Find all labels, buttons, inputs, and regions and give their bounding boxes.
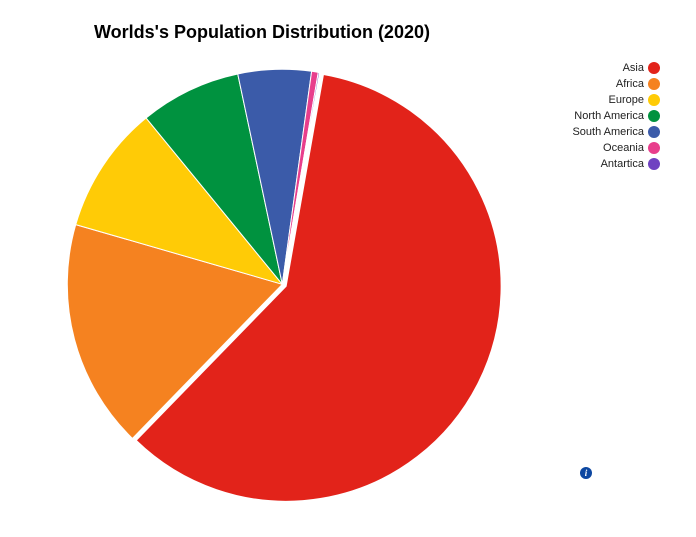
legend-label: Asia: [623, 60, 644, 76]
legend-swatch: [648, 62, 660, 74]
legend-label: Africa: [616, 76, 644, 92]
legend-item[interactable]: Asia: [572, 60, 660, 76]
chart-container: Worlds's Population Distribution (2020) …: [0, 0, 696, 537]
legend-label: North America: [574, 108, 644, 124]
legend-item[interactable]: Africa: [572, 76, 660, 92]
legend-swatch: [648, 94, 660, 106]
legend-swatch: [648, 158, 660, 170]
pie-chart: [60, 62, 505, 512]
chart-title: Worlds's Population Distribution (2020): [94, 22, 430, 43]
legend: AsiaAfricaEuropeNorth AmericaSouth Ameri…: [572, 60, 660, 172]
legend-label: Oceania: [603, 140, 644, 156]
legend-item[interactable]: Europe: [572, 92, 660, 108]
legend-label: Europe: [609, 92, 644, 108]
legend-item[interactable]: Antartica: [572, 156, 660, 172]
legend-item[interactable]: Oceania: [572, 140, 660, 156]
legend-item[interactable]: North America: [572, 108, 660, 124]
legend-swatch: [648, 110, 660, 122]
info-icon[interactable]: i: [580, 467, 592, 479]
legend-swatch: [648, 126, 660, 138]
legend-label: South America: [572, 124, 644, 140]
legend-label: Antartica: [601, 156, 644, 172]
legend-swatch: [648, 78, 660, 90]
pie-svg: [60, 62, 505, 507]
legend-item[interactable]: South America: [572, 124, 660, 140]
legend-swatch: [648, 142, 660, 154]
